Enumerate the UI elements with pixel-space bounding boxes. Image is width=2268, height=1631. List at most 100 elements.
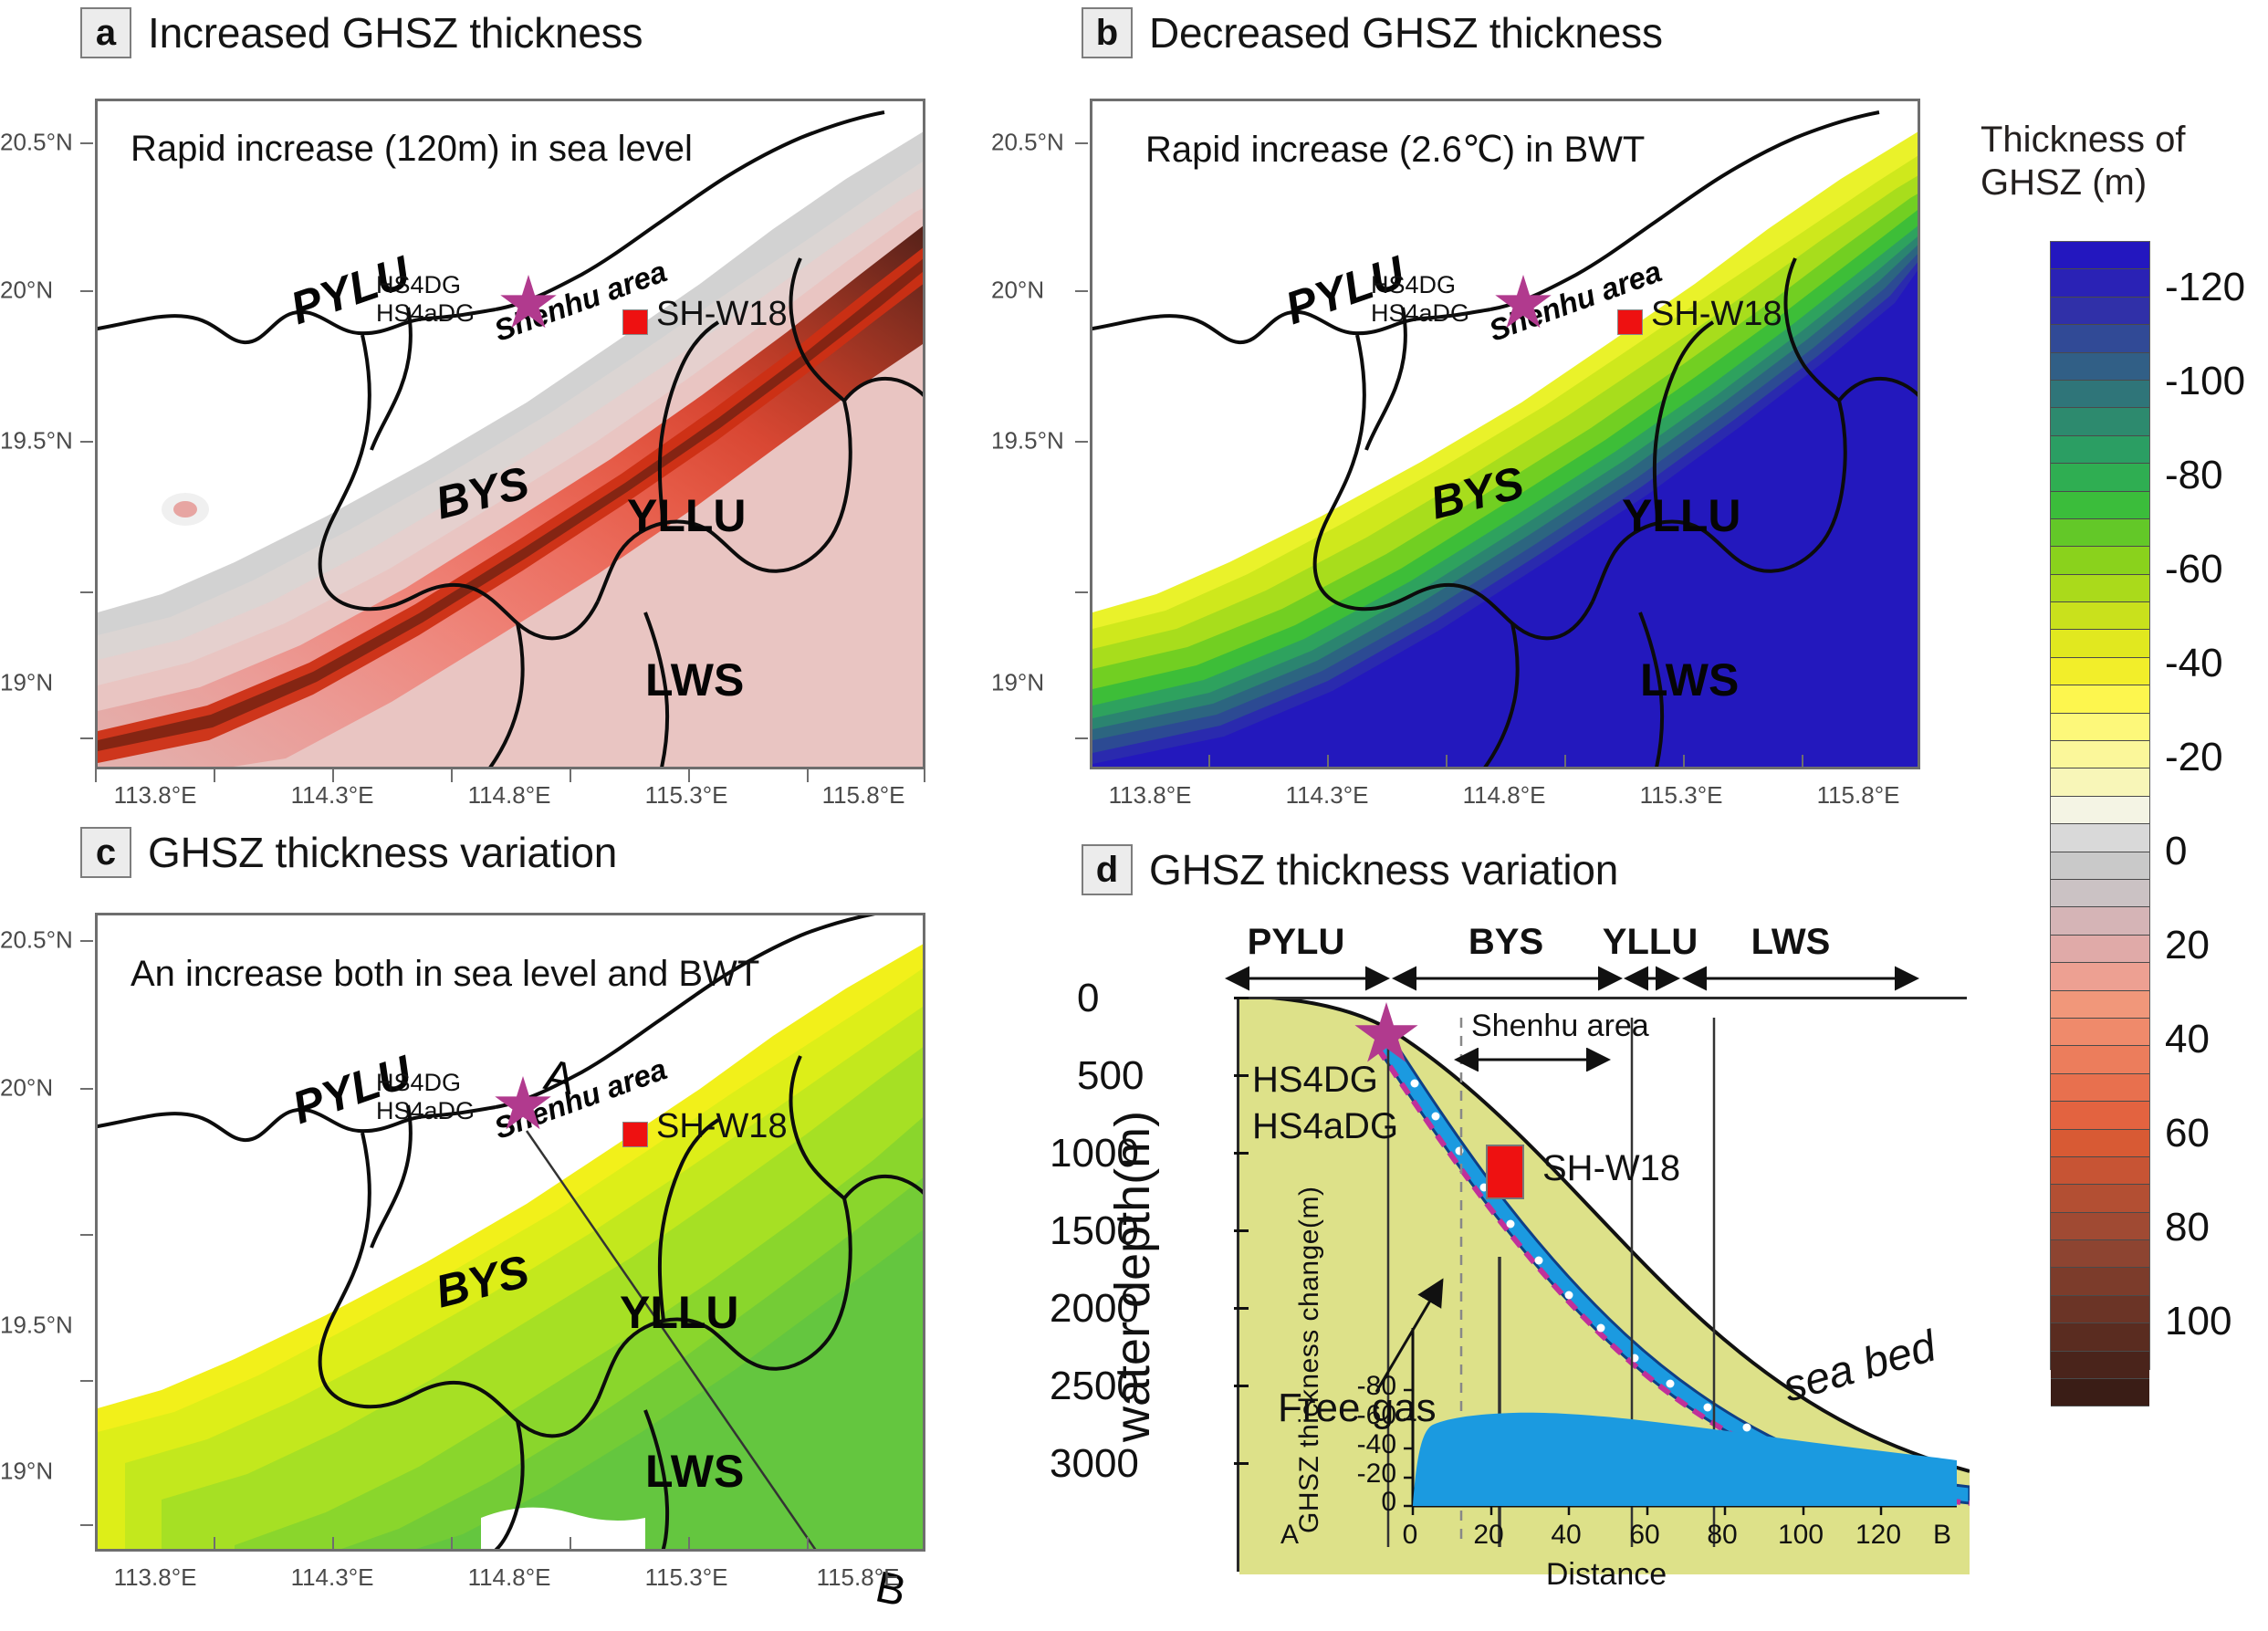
panel-d-inset-xtick-5: 100 [1777,1520,1824,1550]
colorbar-swatch [2051,464,2149,492]
colorbar-swatch [2051,491,2149,519]
colorbar-swatch [2051,1185,2149,1213]
panel-b-site-hs4adg: HS4aDG [1371,299,1470,328]
panel-d-free-gas-label: Free gas [1278,1385,1437,1430]
panel-c-xtick-2: 114.8°E [467,1563,551,1591]
panel-b-title: Decreased GHSZ thickness [1149,9,1663,57]
panel-b-ytick-1: 20°N [991,276,1045,304]
colorbar-swatch [2051,796,2149,825]
colorbar-swatch [2051,269,2149,298]
panel-d-ytick-1: 500 [1077,1053,1144,1098]
colorbar-swatch [2051,741,2149,769]
colorbar-swatch [2051,1351,2149,1380]
panel-b-xtick-1: 114.3°E [1285,781,1369,809]
panel-a-header: a Increased GHSZ thickness [80,7,643,58]
panel-a-site-labels: HS4DG HS4aDG [376,271,475,328]
panel-b-ytick-3: 19°N [991,668,1045,696]
colorbar-tick: -60 [2165,547,2223,592]
panel-a-site-hs4adg: HS4aDG [376,299,476,328]
water-column [1239,996,1970,1471]
section-line-ab [525,1130,817,1549]
panel-d-inset-xtick-6: 120 [1855,1520,1902,1550]
panel-d-inset-end: B [1932,1520,1952,1550]
panel-b-well-label: SH-W18 [1651,295,1782,333]
panel-c-ytick-3: 19°N [0,1457,54,1485]
colorbar-swatch [2051,1295,2149,1324]
colorbar-tick: -20 [2165,735,2223,780]
panel-a-xtick-1: 114.3°E [290,781,374,809]
colorbar-swatch [2051,963,2149,991]
panel-d-ytick-5: 2500 [1050,1364,1139,1408]
colorbar-swatch [2051,1156,2149,1186]
colorbar-swatch [2051,408,2149,436]
panel-d-inset-ytick-4: 0 [1381,1487,1396,1517]
colorbar-title-line2: GHSZ (m) [1981,162,2148,204]
colorbar-scale [2050,241,2150,1407]
panel-a-unit-yllu: YLLU [627,490,747,541]
panel-d-inset-ytick-1: -60 [1356,1400,1396,1430]
colorbar-swatch [2051,879,2149,908]
panel-b-site-hs4dg: HS4DG [1371,271,1457,298]
panel-b-xtick-2: 114.8°E [1462,781,1546,809]
panel-d-segment-bys: BYS [1468,922,1544,962]
panel-b-ytick-0: 20.5°N [991,128,1064,156]
panel-b-site-labels: HS4DG HS4aDG [1371,271,1469,328]
panel-d-shenhu-arrow [1454,1048,1611,1072]
colorbar-swatch [2051,297,2149,326]
panel-b-xtick-3: 115.3°E [1639,781,1723,809]
panel-d-ytick-3: 1500 [1050,1208,1139,1253]
colorbar-swatch [2051,574,2149,603]
panel-c-xtick-0: 113.8°E [113,1563,197,1591]
panel-d-section-plot [1237,994,1971,1574]
panel-d-site-labels: HS4DG HS4aDG [1252,1057,1398,1150]
colorbar-swatch [2051,852,2149,880]
colorbar-tick: -100 [2165,359,2246,404]
colorbar-tick: 0 [2165,828,2188,873]
colorbar-swatch [2051,1129,2149,1157]
panel-a-xtick-2: 114.8°E [467,781,551,809]
colorbar-swatch [2051,657,2149,686]
colorbar-title-line1: Thickness of [1981,120,2186,160]
panel-d-segment-yllu: YLLU [1602,922,1698,962]
panel-c-ytick-0: 20.5°N [0,925,73,954]
panel-c-well-marker-icon [622,1122,648,1147]
panel-b-map: Rapid increase (2.6℃) in BWT PYLU BYS YL… [1090,99,1920,769]
colorbar-swatch [2051,907,2149,936]
panel-c-xtick-1: 114.3°E [290,1563,374,1591]
panel-c-unit-yllu: YLLU [620,1287,739,1338]
panel-b-xtick-0: 113.8°E [1108,781,1192,809]
panel-d-ytick-4: 2000 [1050,1286,1139,1331]
colorbar-swatch [2051,713,2149,742]
panel-b-xtick-4: 115.8°E [1816,781,1900,809]
colorbar-swatch [2051,1073,2149,1103]
colorbar-swatch [2051,685,2149,714]
panel-c-map: An increase both in sea level and BWT PY… [95,913,925,1552]
panel-a-well-label: SH-W18 [656,295,788,333]
colorbar-swatch [2051,824,2149,852]
panel-d-ytick-6: 3000 [1050,1441,1139,1486]
colorbar-swatch [2051,435,2149,465]
panel-c-well-label: SH-W18 [656,1107,788,1145]
panel-d-header: d GHSZ thickness variation [1082,844,1618,895]
free-gas-pointer [1374,1278,1444,1393]
colorbar-tick: 60 [2165,1110,2210,1155]
inset-xticks [1411,1506,1883,1515]
panel-c-title: GHSZ thickness variation [148,829,618,876]
panel-c-header: c GHSZ thickness variation [80,827,617,878]
colorbar-swatch [2051,1102,2149,1130]
panel-c-site-hs4adg: HS4aDG [376,1097,476,1125]
colorbar-tick: 100 [2165,1298,2232,1343]
colorbar-tick: -40 [2165,641,2223,686]
panel-b-header: b Decreased GHSZ thickness [1082,7,1663,58]
panel-a-xtick-0: 113.8°E [113,781,197,809]
colorbar-swatch [2051,935,2149,964]
panel-d-inset-ytick-2: -40 [1356,1429,1396,1459]
colorbar-swatch [2051,547,2149,575]
panel-d-inset-xtick-3: 60 [1629,1520,1660,1550]
panel-d-inset-xtick-2: 40 [1551,1520,1582,1550]
panel-c-unit-lws: LWS [645,1446,745,1497]
panel-a-unit-lws: LWS [645,654,745,706]
colorbar-swatch [2051,1379,2149,1407]
panel-d-inset-ytick-0: -80 [1356,1371,1396,1401]
panel-d-site-hs4adg: HS4aDG [1252,1106,1399,1147]
